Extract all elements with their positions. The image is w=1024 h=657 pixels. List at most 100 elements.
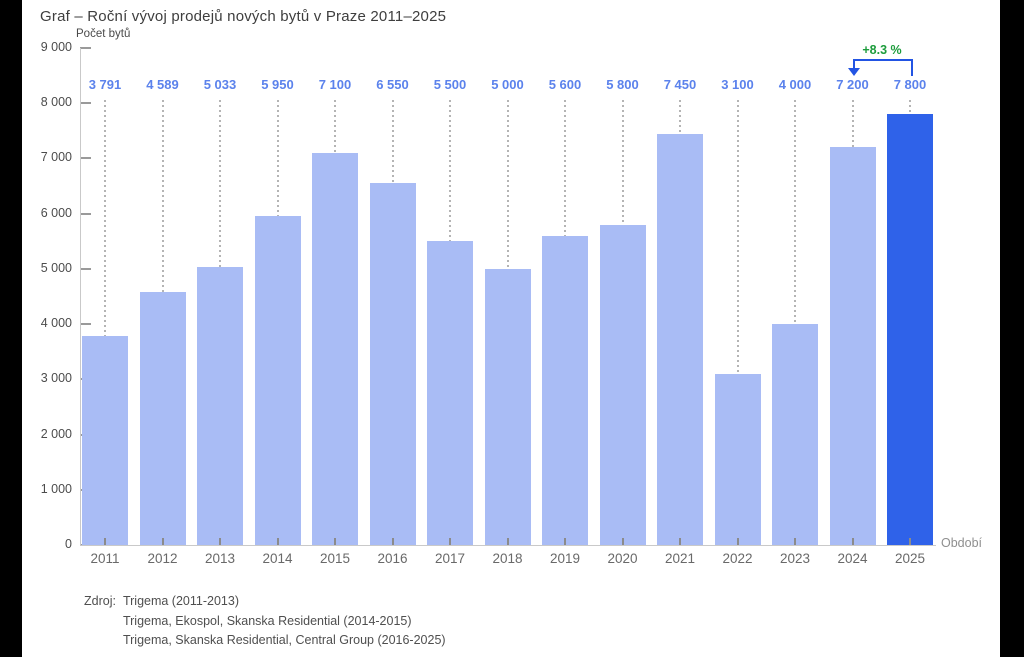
x-tick-label-2018: 2018	[492, 551, 523, 566]
leader-line	[794, 100, 796, 325]
bar-2025	[887, 114, 933, 545]
bar-column-2013	[197, 48, 243, 545]
leader-line	[391, 100, 394, 184]
y-tick-label-7000: 7 000	[40, 150, 72, 165]
bar-2018	[484, 268, 531, 545]
value-label-2024: 7 200	[836, 77, 869, 92]
bar-2017	[427, 241, 473, 545]
value-label-2021: 7 450	[663, 77, 697, 92]
y-tick-mark	[80, 323, 91, 326]
annotation-bracket	[853, 59, 913, 61]
x-tick-mark	[794, 538, 796, 545]
annotation-growth-label: +8.3 %	[862, 43, 902, 57]
source-line-2: Trigema, Ekospol, Skanska Residential (2…	[122, 613, 412, 628]
value-label-2011: 3 791	[88, 77, 122, 92]
y-tick-label-6000: 6 000	[40, 205, 72, 220]
value-label-2017: 5 500	[433, 77, 467, 92]
x-tick-mark	[219, 538, 221, 545]
x-tick-label-2016: 2016	[377, 551, 408, 566]
bar-column-2023	[772, 48, 818, 545]
leader-line	[621, 100, 624, 225]
bar-2011	[82, 335, 128, 545]
x-tick-mark	[334, 538, 336, 545]
leader-line	[104, 100, 106, 336]
chart-title: Graf – Roční vývoj prodejů nových bytů v…	[40, 8, 447, 25]
x-axis-title: Období	[941, 536, 983, 550]
leader-line	[679, 100, 681, 134]
bar-2016	[369, 183, 416, 545]
bar-2014	[254, 216, 301, 545]
x-tick-mark	[736, 538, 739, 545]
x-tick-label-2015: 2015	[319, 551, 351, 566]
y-tick-label-9000: 9 000	[40, 40, 72, 54]
x-tick-mark	[161, 538, 164, 545]
value-label-2013: 5 033	[203, 77, 237, 92]
bar-2013	[197, 267, 243, 545]
x-tick-mark	[909, 538, 911, 545]
x-tick-label-2012: 2012	[147, 551, 178, 566]
plot-area	[82, 48, 933, 545]
x-tick-mark	[564, 538, 566, 545]
leader-line	[736, 100, 739, 374]
bar-2012	[139, 291, 186, 545]
bar-column-2024	[829, 48, 876, 545]
y-axis-line	[80, 48, 81, 545]
x-tick-mark	[276, 538, 279, 545]
value-label-2025: 7 800	[893, 77, 927, 92]
x-tick-label-2023: 2023	[779, 551, 811, 566]
leader-line	[564, 100, 566, 236]
leader-line	[334, 100, 336, 153]
x-tick-mark	[391, 538, 394, 545]
x-tick-label-2021: 2021	[664, 551, 696, 566]
x-tick-label-2022: 2022	[722, 551, 753, 566]
y-tick-mark	[80, 157, 91, 160]
bar-column-2022	[714, 48, 761, 545]
leader-line	[276, 100, 279, 217]
y-tick-mark	[80, 102, 91, 105]
y-tick-label-0: 0	[65, 537, 72, 551]
leader-line	[909, 100, 911, 115]
y-tick-label-4000: 4 000	[40, 316, 72, 331]
x-axis-line	[80, 545, 936, 546]
x-tick-mark	[679, 538, 681, 545]
bar-column-2021	[657, 48, 703, 545]
source-lines: Trigema (2011-2013) Trigema, Ekospol, Sk…	[123, 592, 446, 651]
annotation-arrow-head-icon	[848, 68, 860, 76]
leader-line	[506, 100, 509, 269]
y-tick-label-3000: 3 000	[40, 371, 72, 386]
x-tick-label-2024: 2024	[837, 551, 868, 566]
bar-column-2019	[542, 48, 588, 545]
x-tick-label-2017: 2017	[434, 551, 466, 566]
y-tick-mark	[80, 212, 91, 215]
bar-2019	[542, 235, 588, 545]
bar-column-2014	[254, 48, 301, 545]
bar-column-2015	[312, 48, 358, 545]
value-label-2014: 5 950	[261, 77, 294, 92]
source-label: Zdroj:	[84, 594, 116, 608]
x-tick-label-2020: 2020	[607, 551, 638, 566]
leader-line	[161, 100, 164, 292]
x-tick-label-2025: 2025	[894, 551, 926, 566]
bar-column-2018	[484, 48, 531, 545]
source-line-1: Trigema (2011-2013)	[122, 594, 239, 608]
bar-column-2025	[887, 48, 933, 545]
value-labels-row: 3 791 4 589 5 033 5 950 7 100 6 550 5 500 5 000…	[82, 77, 933, 92]
bar-2015	[312, 152, 358, 545]
value-label-2018: 5 000	[491, 77, 524, 92]
source-line-3: Trigema, Skanska Residential, Central Gr…	[122, 633, 446, 647]
value-label-2016: 6 550	[376, 77, 409, 92]
leader-line	[219, 100, 221, 268]
x-tick-mark	[621, 538, 624, 545]
bar-column-2011	[82, 48, 128, 545]
bar-2022	[714, 373, 761, 545]
bar-column-2020	[599, 48, 646, 545]
bar-2023	[772, 324, 818, 545]
leader-line	[449, 100, 451, 242]
value-label-2020: 5 800	[606, 77, 639, 92]
value-label-2022: 3 100	[721, 77, 754, 92]
bar-column-2016	[369, 48, 416, 545]
x-tick-mark	[506, 538, 509, 545]
value-label-2019: 5 600	[548, 77, 582, 92]
x-labels-row: 2011 2012 2013 2014 2015 2016 2017 2018 2019 2020…	[82, 551, 933, 566]
bar-2021	[657, 133, 703, 545]
